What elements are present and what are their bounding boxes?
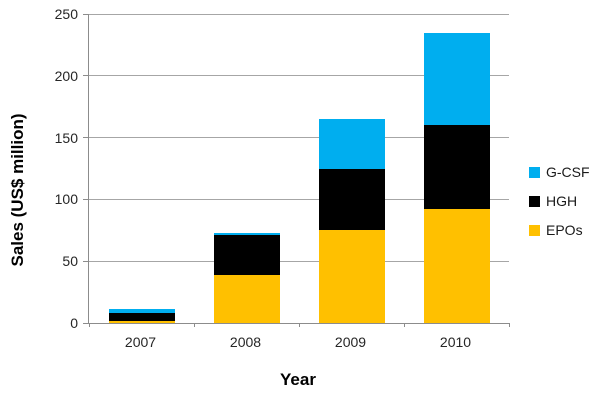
bar-2010 — [423, 14, 490, 323]
legend-label-G-CSF: G-CSF — [546, 164, 590, 180]
y-tick-mark-50 — [83, 260, 88, 262]
bar-segment-EPOs-2010 — [423, 209, 490, 323]
y-tick-mark-100 — [83, 198, 88, 200]
gridline-50 — [89, 260, 509, 262]
bar-2007 — [108, 14, 175, 323]
y-tick-mark-150 — [83, 137, 88, 139]
bar-segment-G-CSF-2010 — [423, 32, 490, 126]
x-tick-label-2010: 2010 — [439, 334, 472, 350]
bar-segment-HGH-2008 — [213, 235, 280, 275]
y-tick-mark-200 — [83, 75, 88, 77]
bar-segment-G-CSF-2007 — [108, 309, 175, 314]
x-tick-mark-3 — [403, 323, 405, 327]
bar-segment-HGH-2010 — [423, 125, 490, 210]
x-tick-label-2008: 2008 — [229, 334, 262, 350]
legend-item-HGH: HGH — [529, 191, 590, 211]
x-tick-label-2007: 2007 — [124, 334, 157, 350]
bar-segment-EPOs-2007 — [108, 320, 175, 323]
bar-segment-G-CSF-2009 — [318, 119, 385, 169]
y-tick-label-250: 250 — [54, 6, 78, 22]
plot-area — [83, 13, 510, 327]
bar-segment-EPOs-2009 — [318, 230, 385, 323]
legend-item-EPOs: EPOs — [529, 220, 590, 240]
x-tick-mark-4 — [508, 323, 510, 327]
legend-swatch-EPOs — [529, 224, 540, 236]
x-axis-title: Year — [280, 370, 316, 389]
gridline-200 — [89, 75, 509, 77]
gridline-250 — [89, 13, 509, 15]
legend-swatch-G-CSF — [529, 166, 540, 178]
bar-segment-G-CSF-2008 — [213, 232, 280, 236]
y-tick-label-0: 0 — [70, 315, 78, 331]
legend-label-EPOs: EPOs — [546, 222, 583, 238]
bar-segment-HGH-2009 — [318, 168, 385, 231]
bar-segment-HGH-2007 — [108, 313, 175, 321]
bar-2009 — [318, 14, 385, 323]
y-tick-label-200: 200 — [54, 67, 78, 84]
bar-segment-EPOs-2008 — [213, 274, 280, 323]
y-tick-label-150: 150 — [54, 129, 78, 146]
legend-swatch-HGH — [529, 195, 540, 207]
bar-2008 — [213, 14, 280, 323]
legend-label-HGH: HGH — [546, 193, 578, 209]
gridline-150 — [89, 137, 509, 139]
gridline-100 — [89, 198, 509, 200]
x-tick-mark-2 — [298, 323, 300, 327]
legend-item-G-CSF: G-CSF — [529, 162, 590, 182]
x-tick-mark-1 — [193, 323, 195, 327]
x-tick-label-2009: 2009 — [334, 334, 367, 350]
y-tick-label-50: 50 — [62, 253, 78, 270]
y-tick-mark-250 — [83, 13, 88, 15]
legend: G-CSF HGH EPOs — [529, 162, 590, 249]
x-tick-mark-0 — [88, 323, 90, 327]
y-tick-mark-0 — [83, 322, 88, 324]
y-tick-label-100: 100 — [54, 191, 78, 208]
